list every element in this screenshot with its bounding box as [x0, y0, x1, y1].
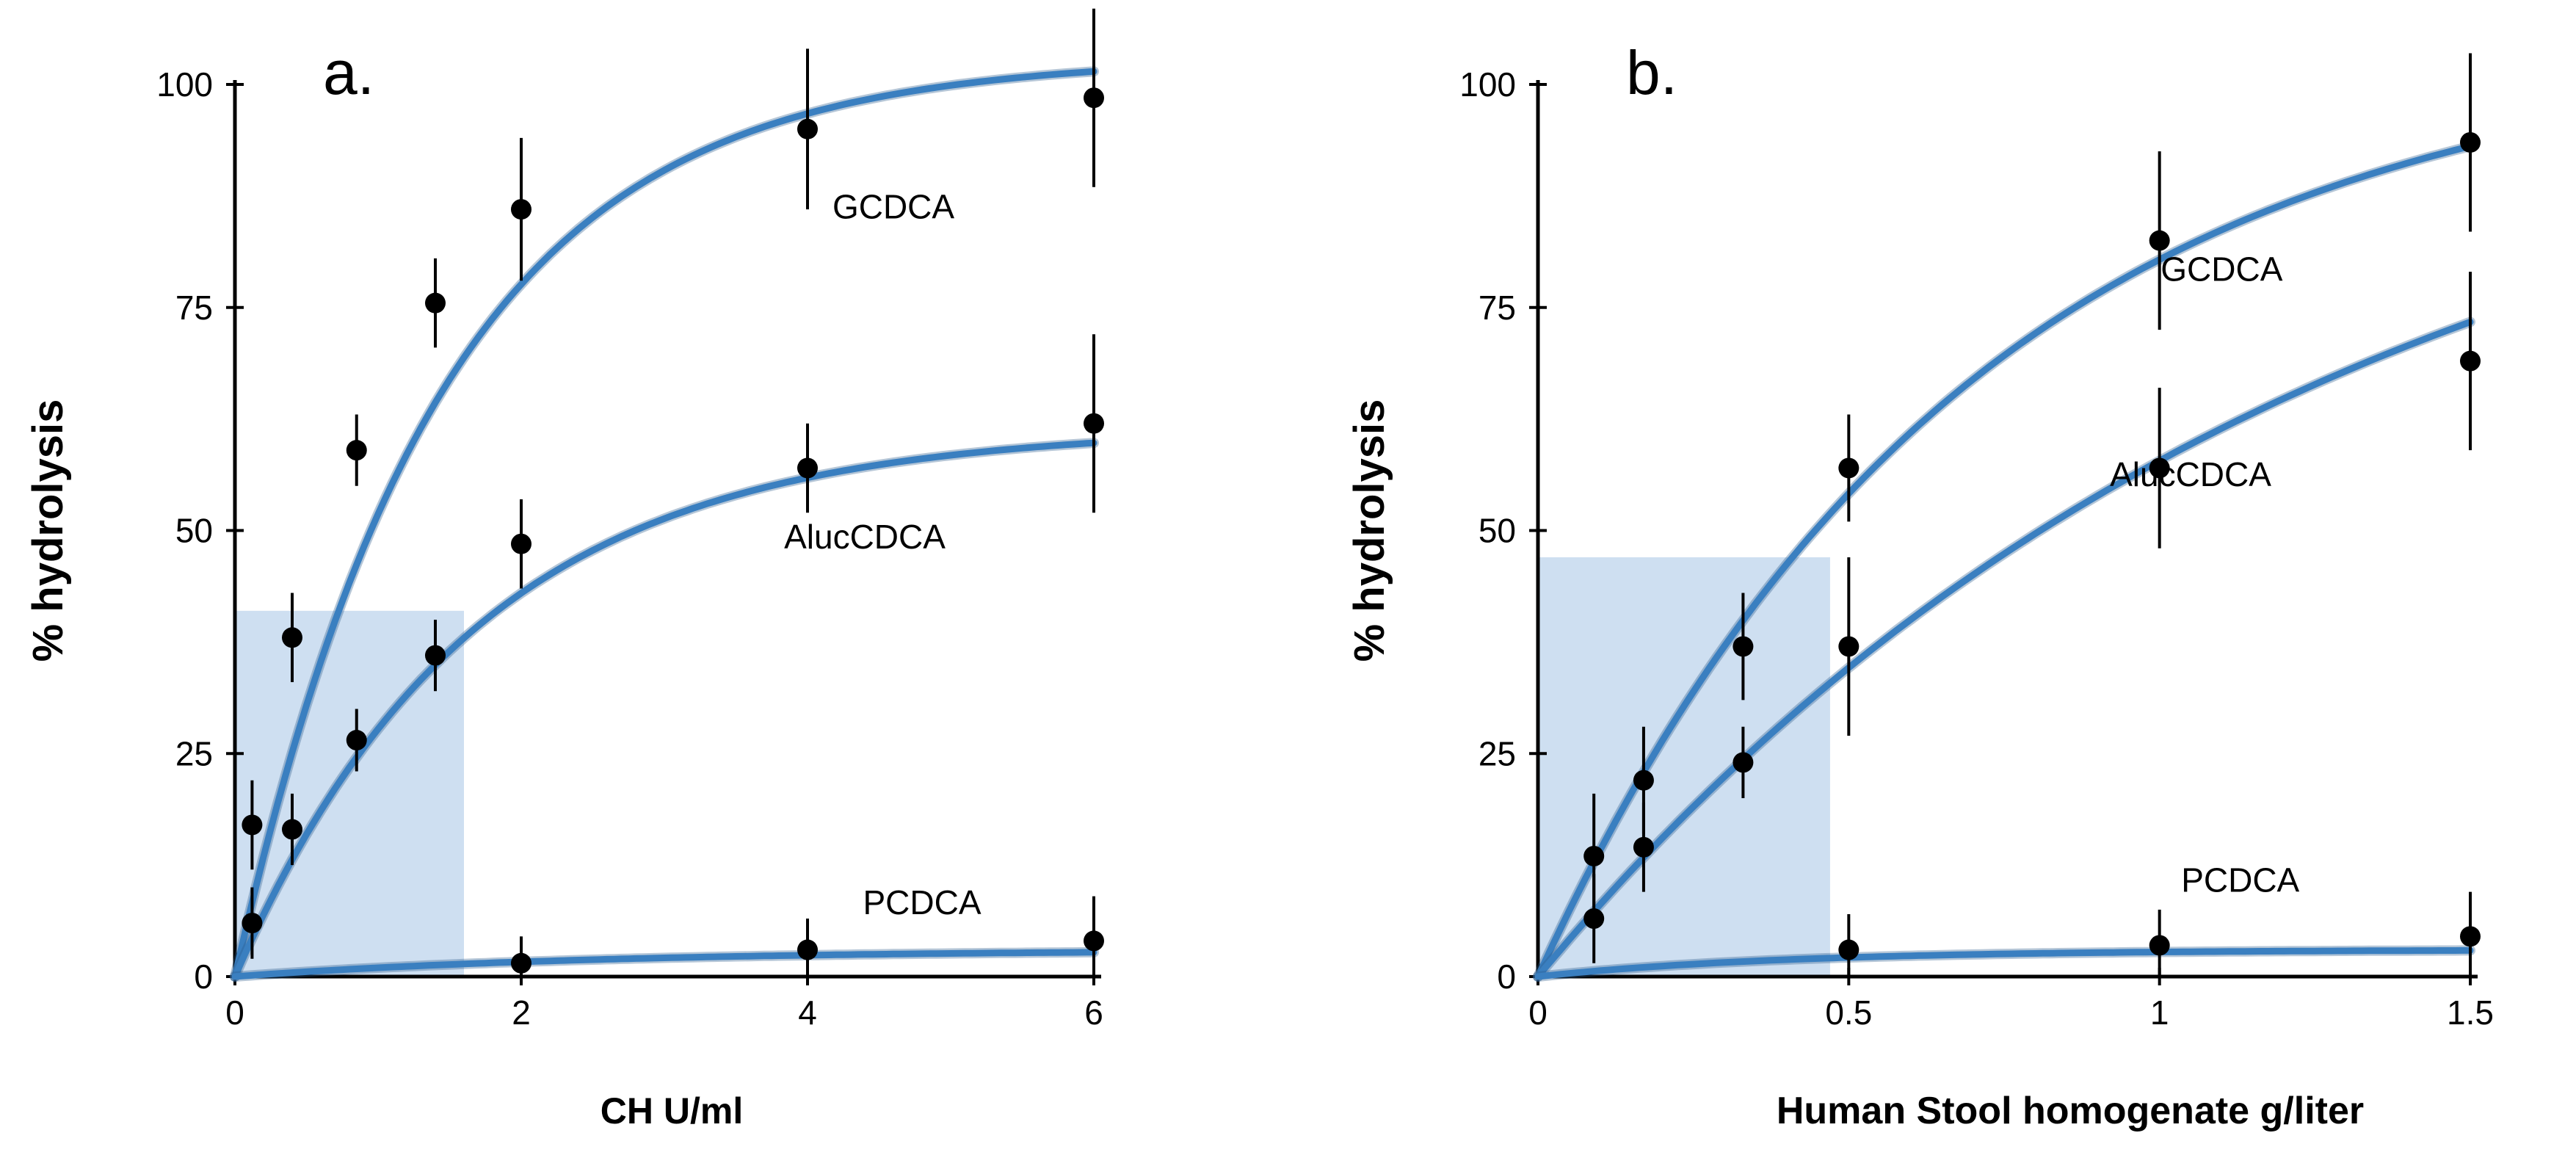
- y-axis-title: % hydrolysis: [24, 399, 72, 662]
- data-point: [511, 199, 531, 220]
- x-tick-label: 4: [798, 993, 817, 1032]
- series-gcdca: GCDCA: [230, 8, 1104, 982]
- fit-line: [1534, 319, 2474, 980]
- data-point: [1838, 636, 1860, 657]
- panel-b: 0 25 50 75 100 0 0.5 1 1.5 % hydrolysis Human Stoo…: [1346, 38, 2494, 1132]
- series-label: GCDCA: [2160, 250, 2282, 288]
- panel-label: a.: [323, 38, 374, 107]
- y-tick-label: 100: [1459, 65, 1516, 104]
- y-axis-title: % hydrolysis: [1346, 399, 1393, 662]
- series-label: PCDCA: [863, 883, 981, 922]
- data-point: [242, 814, 263, 836]
- y-tick-label: 0: [1497, 957, 1516, 996]
- x-tick-label: 1: [2150, 993, 2169, 1032]
- panel-label: b.: [1626, 38, 1677, 107]
- data-point: [1633, 836, 1654, 858]
- x-tick-label: 1.5: [2447, 993, 2494, 1032]
- data-point: [346, 440, 367, 461]
- shaded-region: [1538, 557, 1830, 977]
- x-axis-title: Human Stool homogenate g/liter: [1777, 1090, 2364, 1132]
- x-axis-title: CH U/ml: [601, 1090, 743, 1132]
- data-point: [2149, 230, 2170, 251]
- data-point: [425, 292, 446, 314]
- x-tick-label: 0.5: [1825, 993, 1872, 1032]
- series-pcdca: PCDCA: [230, 883, 1104, 982]
- data-point: [1838, 457, 1860, 479]
- data-point: [1084, 930, 1104, 952]
- x-tick-label: 6: [1084, 993, 1103, 1032]
- fit-line: [231, 439, 1097, 980]
- data-point: [1583, 845, 1605, 866]
- data-point: [511, 533, 531, 554]
- y-tick-label: 75: [175, 289, 213, 327]
- data-point: [1733, 752, 1754, 773]
- series-label: AlucCDCA: [2110, 455, 2271, 493]
- data-point: [797, 939, 818, 960]
- y-tick-label: 50: [1479, 512, 1516, 550]
- x-tick-label: 0: [1528, 993, 1548, 1032]
- data-point: [511, 952, 531, 974]
- fit-line: [1534, 142, 2474, 980]
- data-point: [346, 730, 367, 751]
- data-point: [2460, 350, 2481, 372]
- data-point: [1838, 939, 1860, 960]
- series-gcdca: GCDCA: [1533, 53, 2481, 982]
- data-point: [2460, 926, 2481, 947]
- series-pcdca: PCDCA: [1533, 861, 2481, 982]
- y-tick-label: 0: [194, 957, 213, 996]
- data-point: [242, 913, 263, 934]
- data-point: [1084, 87, 1104, 109]
- series-aluccdca: AlucCDCA: [1533, 272, 2481, 982]
- data-point: [797, 118, 818, 140]
- fit-line: [231, 68, 1097, 980]
- data-point: [1633, 770, 1654, 791]
- y-tick-label: 25: [1479, 734, 1516, 772]
- data-point: [1733, 636, 1754, 657]
- series-aluccdca: AlucCDCA: [230, 334, 1104, 982]
- data-point: [2149, 935, 2170, 956]
- data-point: [1084, 413, 1104, 434]
- data-point: [797, 457, 818, 479]
- data-point: [2460, 131, 2481, 153]
- data-point: [282, 627, 302, 648]
- x-tick-label: 0: [225, 993, 244, 1032]
- y-tick-label: 100: [156, 65, 213, 104]
- fit-line: [1534, 946, 2474, 980]
- data-point: [2149, 457, 2170, 479]
- series-label: GCDCA: [832, 187, 954, 225]
- series-label: AlucCDCA: [784, 518, 946, 556]
- data-point: [425, 645, 446, 666]
- data-point: [1583, 908, 1605, 930]
- y-tick-label: 75: [1479, 289, 1516, 327]
- y-tick-label: 50: [175, 512, 213, 550]
- x-tick-label: 2: [512, 993, 531, 1032]
- series-label: PCDCA: [2181, 861, 2299, 899]
- panel-a: 0 25 50 75 100 0 2 4 6 % hydrolysis CH U/ml a. GCDCA…: [24, 8, 1104, 1132]
- y-tick-label: 25: [175, 734, 213, 772]
- fit-line: [231, 949, 1097, 980]
- data-point: [282, 819, 302, 840]
